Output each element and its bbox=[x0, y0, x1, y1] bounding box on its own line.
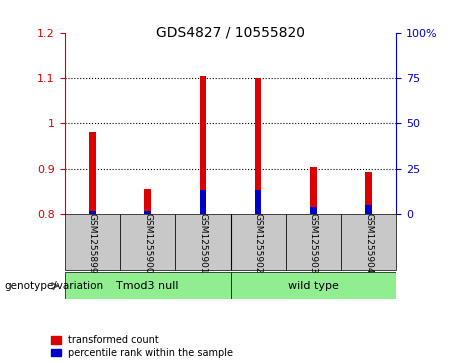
Bar bbox=[310, 207, 317, 214]
Text: GSM1255900: GSM1255900 bbox=[143, 213, 152, 274]
Text: GSM1255904: GSM1255904 bbox=[364, 213, 373, 274]
Text: GSM1255899: GSM1255899 bbox=[88, 213, 97, 274]
Bar bbox=[89, 211, 95, 214]
FancyBboxPatch shape bbox=[286, 214, 341, 270]
Bar bbox=[310, 167, 317, 214]
Bar bbox=[144, 189, 151, 214]
Bar bbox=[366, 172, 372, 214]
Text: genotype/variation: genotype/variation bbox=[5, 281, 104, 291]
FancyBboxPatch shape bbox=[65, 214, 120, 270]
Text: GSM1255901: GSM1255901 bbox=[198, 213, 207, 274]
FancyBboxPatch shape bbox=[341, 214, 396, 270]
Text: wild type: wild type bbox=[288, 281, 339, 291]
Bar bbox=[366, 205, 372, 214]
FancyBboxPatch shape bbox=[175, 214, 230, 270]
Bar bbox=[200, 76, 206, 214]
Bar bbox=[255, 190, 261, 214]
Bar bbox=[255, 78, 261, 214]
Text: GDS4827 / 10555820: GDS4827 / 10555820 bbox=[156, 25, 305, 40]
FancyBboxPatch shape bbox=[120, 214, 175, 270]
Legend: transformed count, percentile rank within the sample: transformed count, percentile rank withi… bbox=[51, 335, 233, 358]
Bar bbox=[200, 190, 206, 214]
Bar bbox=[144, 211, 151, 214]
Text: GSM1255903: GSM1255903 bbox=[309, 213, 318, 274]
Text: GSM1255902: GSM1255902 bbox=[254, 213, 263, 274]
FancyBboxPatch shape bbox=[65, 272, 230, 299]
Text: Tmod3 null: Tmod3 null bbox=[116, 281, 179, 291]
FancyBboxPatch shape bbox=[230, 214, 286, 270]
FancyBboxPatch shape bbox=[230, 272, 396, 299]
Bar bbox=[89, 132, 95, 214]
